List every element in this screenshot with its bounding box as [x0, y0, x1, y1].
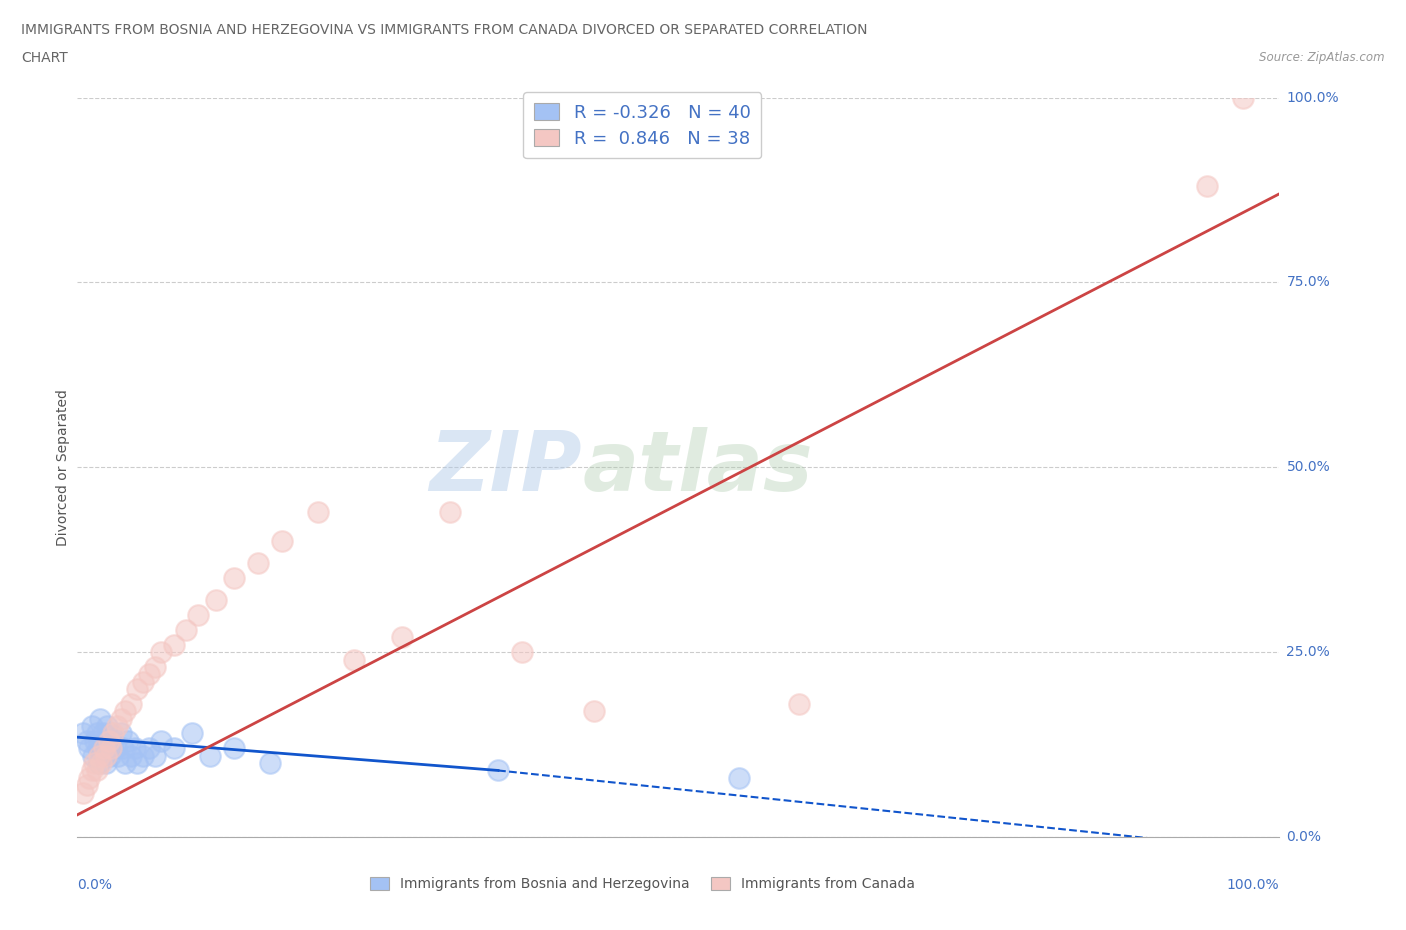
Point [138, 741, 160, 756]
Point [787, 697, 810, 711]
Point [150, 734, 173, 749]
Point [162, 637, 184, 652]
Point [120, 749, 142, 764]
Point [84, 734, 107, 749]
Point [87, 749, 110, 764]
Point [97, 734, 120, 749]
Point [83, 755, 105, 770]
Point [105, 719, 128, 734]
Point [100, 741, 122, 756]
Point [100, 726, 122, 741]
Point [127, 682, 149, 697]
Point [1232, 90, 1254, 105]
Point [103, 726, 125, 741]
Point [82, 749, 104, 764]
Point [110, 726, 132, 741]
Point [72, 785, 94, 800]
Text: 25.0%: 25.0% [1286, 645, 1330, 659]
Point [79, 770, 101, 785]
Point [96, 719, 118, 734]
Point [259, 755, 281, 770]
Point [111, 741, 134, 756]
Point [98, 749, 121, 764]
Text: IMMIGRANTS FROM BOSNIA AND HERZEGOVINA VS IMMIGRANTS FROM CANADA DIVORCED OR SEP: IMMIGRANTS FROM BOSNIA AND HERZEGOVINA V… [21, 23, 868, 37]
Point [246, 556, 269, 571]
Point [150, 644, 173, 659]
Point [439, 504, 461, 519]
Point [90, 741, 112, 756]
Text: 0.0%: 0.0% [1286, 830, 1322, 844]
Text: CHART: CHART [21, 51, 67, 65]
Point [107, 749, 129, 764]
Point [93, 741, 115, 756]
Point [79, 741, 101, 756]
Text: 100.0%: 100.0% [1227, 878, 1279, 892]
Point [127, 755, 149, 770]
Point [138, 667, 160, 682]
Point [114, 704, 136, 719]
Point [120, 697, 142, 711]
Point [86, 726, 108, 741]
Point [94, 734, 117, 749]
Point [132, 674, 155, 689]
Legend: Immigrants from Bosnia and Herzegovina, Immigrants from Canada: Immigrants from Bosnia and Herzegovina, … [364, 871, 921, 897]
Text: 50.0%: 50.0% [1286, 460, 1330, 474]
Point [103, 734, 125, 749]
Point [80, 763, 103, 777]
Point [76, 777, 98, 792]
Point [114, 755, 136, 770]
Text: Source: ZipAtlas.com: Source: ZipAtlas.com [1260, 51, 1385, 64]
Point [96, 755, 118, 770]
Point [391, 630, 413, 644]
Text: 0.0%: 0.0% [77, 878, 112, 892]
Point [145, 659, 167, 674]
Point [204, 593, 226, 608]
Text: atlas: atlas [582, 427, 813, 508]
Point [222, 571, 245, 586]
Point [727, 770, 749, 785]
Point [343, 652, 366, 667]
Point [89, 711, 111, 726]
Point [72, 726, 94, 741]
Point [186, 608, 209, 623]
Point [104, 741, 127, 756]
Point [1197, 179, 1219, 193]
Point [124, 741, 146, 756]
Point [93, 749, 115, 764]
Point [76, 734, 98, 749]
Point [198, 749, 221, 764]
Text: 100.0%: 100.0% [1286, 90, 1339, 105]
Point [117, 734, 139, 749]
Point [91, 726, 114, 741]
Point [180, 726, 202, 741]
Point [222, 741, 245, 756]
Point [162, 741, 184, 756]
Point [132, 749, 155, 764]
Point [174, 622, 197, 637]
Point [86, 763, 108, 777]
Point [87, 741, 110, 756]
Point [307, 504, 329, 519]
Point [110, 711, 132, 726]
Point [486, 763, 509, 777]
Point [87, 755, 110, 770]
Point [510, 644, 533, 659]
Point [80, 719, 103, 734]
Point [270, 534, 292, 549]
Y-axis label: Divorced or Separated: Divorced or Separated [56, 389, 70, 546]
Text: 75.0%: 75.0% [1286, 275, 1330, 289]
Point [96, 749, 118, 764]
Text: ZIP: ZIP [430, 427, 582, 508]
Point [145, 749, 167, 764]
Point [90, 755, 112, 770]
Point [97, 741, 120, 756]
Point [583, 704, 606, 719]
